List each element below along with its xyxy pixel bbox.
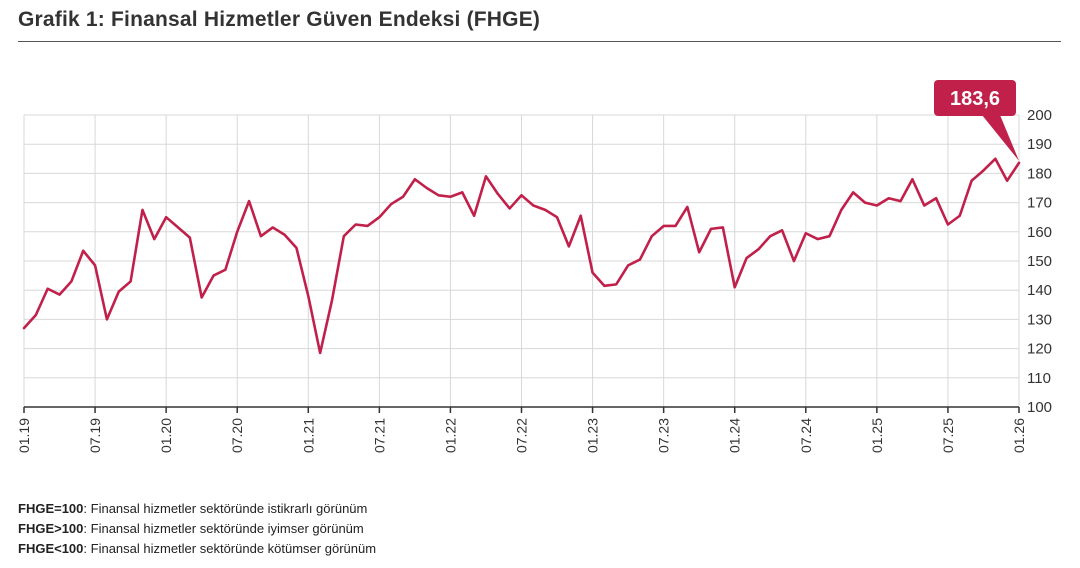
note-key: FHGE>100: [18, 521, 84, 536]
x-tick-label: 01.20: [158, 418, 174, 453]
note-key: FHGE=100: [18, 501, 84, 516]
x-tick-label: 07.25: [940, 418, 956, 453]
note-text: : Finansal hizmetler sektöründe kötümser…: [83, 541, 377, 556]
legend-notes: FHGE=100: Finansal hizmetler sektöründe …: [18, 499, 376, 559]
note-pessimistic: FHGE<100: Finansal hizmetler sektöründe …: [18, 539, 376, 559]
y-tick-label: 190: [1027, 136, 1052, 153]
note-stable: FHGE=100: Finansal hizmetler sektöründe …: [18, 499, 376, 519]
x-tick-label: 01.24: [727, 418, 743, 453]
note-text: : Finansal hizmetler sektöründe iyimser …: [83, 521, 364, 536]
note-text: : Finansal hizmetler sektöründe istikrar…: [83, 501, 368, 516]
x-tick-label: 01.25: [869, 418, 885, 453]
y-tick-label: 140: [1027, 282, 1052, 299]
title-divider: [18, 41, 1061, 42]
note-optimistic: FHGE>100: Finansal hizmetler sektöründe …: [18, 519, 376, 539]
x-tick-label: 07.23: [656, 418, 672, 453]
y-tick-label: 100: [1027, 399, 1052, 416]
x-tick-label: 07.19: [87, 418, 103, 453]
x-tick-label: 01.21: [300, 418, 316, 453]
y-tick-label: 130: [1027, 311, 1052, 328]
x-tick-label: 07.22: [514, 418, 530, 453]
x-tick-label: 07.21: [371, 418, 387, 453]
callout-box: [934, 80, 1016, 116]
series-line: [22, 157, 1021, 355]
x-tick-label: 01.26: [1011, 418, 1027, 453]
y-tick-label: 150: [1027, 253, 1052, 270]
callout-pointer: [982, 115, 1019, 161]
y-tick-label: 170: [1027, 195, 1052, 212]
x-tick-label: 07.24: [798, 418, 814, 453]
x-tick-label: 01.19: [16, 418, 32, 453]
note-key: FHGE<100: [18, 541, 84, 556]
callout-label: 183,6: [950, 88, 1000, 110]
y-tick-label: 180: [1027, 165, 1052, 182]
x-tick-label: 07.20: [229, 418, 245, 453]
chart-title: Grafik 1: Finansal Hizmetler Güven Endek…: [18, 8, 541, 31]
y-tick-label: 110: [1027, 370, 1051, 387]
x-tick-label: 01.23: [585, 418, 601, 453]
y-tick-label: 200: [1027, 107, 1052, 124]
y-tick-label: 120: [1027, 341, 1052, 358]
x-tick-label: 01.22: [442, 418, 458, 453]
line-chart: 100 110 120 130 140 150 160 170 180 190 200 01.19 07…: [16, 80, 1052, 453]
y-tick-label: 160: [1027, 224, 1052, 241]
